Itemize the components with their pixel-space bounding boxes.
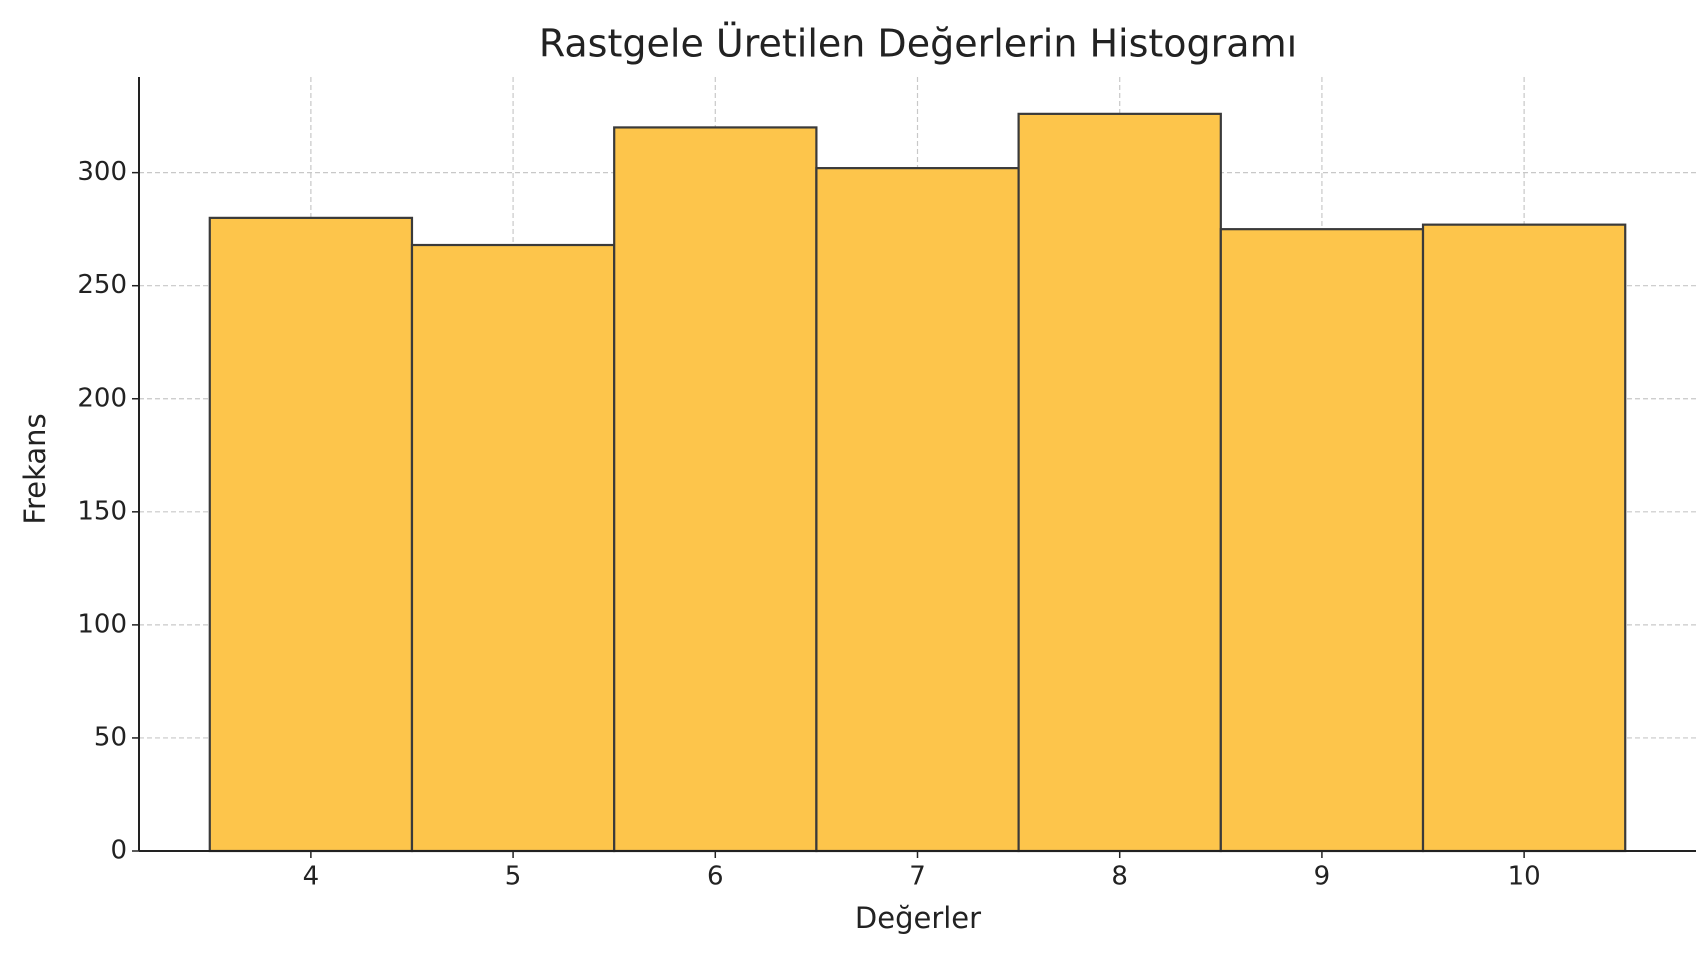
y-tick-label: 100 <box>77 609 127 639</box>
bar <box>613 126 818 853</box>
chart-title: Rastgele Üretilen Değerlerin Histogramı <box>539 22 1297 66</box>
x-tick-label: 9 <box>1314 862 1331 892</box>
bar <box>1421 223 1627 853</box>
y-tick-label: 50 <box>94 722 127 752</box>
y-tick-label: 150 <box>77 496 127 526</box>
y-tick-label: 250 <box>77 270 127 300</box>
y-tick-label: 200 <box>77 383 127 413</box>
x-tick-label: 10 <box>1508 862 1541 892</box>
bar <box>410 243 616 853</box>
bar <box>208 216 414 853</box>
bar <box>815 167 1020 853</box>
x-tick-label: 6 <box>707 862 724 892</box>
x-tick-label: 8 <box>1111 862 1128 892</box>
y-tick-label: 0 <box>110 836 127 866</box>
x-tick-label: 7 <box>909 862 926 892</box>
bar <box>1017 112 1222 853</box>
bar <box>1219 228 1425 853</box>
x-tick-label: 5 <box>505 862 522 892</box>
y-tick-label: 300 <box>77 157 127 187</box>
x-axis-label: Değerler <box>855 901 981 935</box>
x-tick-label: 4 <box>303 862 320 892</box>
y-axis-label: Frekans <box>18 413 52 524</box>
